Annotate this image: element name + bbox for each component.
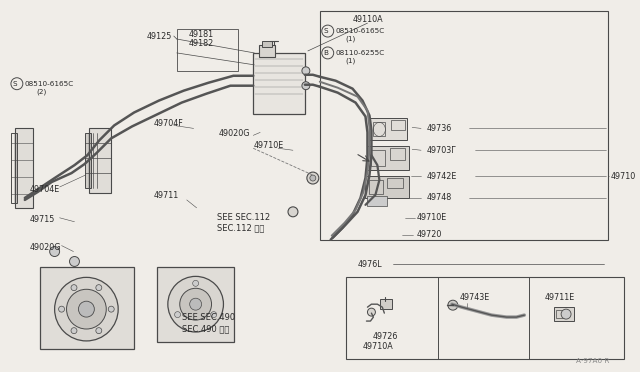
Circle shape bbox=[50, 247, 60, 257]
Text: 49182: 49182 bbox=[189, 39, 214, 48]
Bar bbox=[373, 122, 385, 137]
Text: 49711: 49711 bbox=[154, 192, 179, 201]
Bar bbox=[11, 134, 17, 203]
Circle shape bbox=[322, 47, 333, 59]
Text: 49726: 49726 bbox=[372, 333, 398, 341]
Circle shape bbox=[71, 285, 77, 291]
Bar bbox=[369, 118, 407, 140]
Text: 49020G: 49020G bbox=[218, 129, 250, 138]
Text: 49710E: 49710E bbox=[417, 213, 447, 222]
Circle shape bbox=[189, 298, 202, 310]
Bar bbox=[320, 11, 608, 240]
Circle shape bbox=[59, 306, 65, 312]
Text: 08510-6165C: 08510-6165C bbox=[25, 81, 74, 87]
Bar bbox=[253, 53, 305, 115]
Text: 08110-6255C: 08110-6255C bbox=[335, 50, 385, 56]
Bar bbox=[157, 267, 234, 342]
Bar bbox=[40, 267, 134, 349]
Text: 49743E: 49743E bbox=[460, 293, 490, 302]
Bar bbox=[15, 128, 33, 208]
Bar bbox=[556, 310, 564, 318]
Text: SEE SEC.112: SEE SEC.112 bbox=[216, 213, 269, 222]
Bar bbox=[369, 180, 383, 194]
Bar bbox=[380, 299, 392, 309]
Circle shape bbox=[11, 78, 23, 90]
Text: 49742E: 49742E bbox=[427, 171, 458, 180]
Circle shape bbox=[96, 285, 102, 291]
Bar bbox=[367, 146, 409, 170]
Bar bbox=[365, 176, 409, 198]
Text: SEC.490 参照: SEC.490 参照 bbox=[182, 324, 229, 334]
Circle shape bbox=[175, 312, 180, 318]
Text: 49711E: 49711E bbox=[544, 293, 575, 302]
Bar bbox=[554, 307, 574, 321]
Text: 49720: 49720 bbox=[417, 230, 442, 239]
Circle shape bbox=[193, 280, 198, 286]
Circle shape bbox=[71, 328, 77, 334]
Bar bbox=[90, 128, 111, 193]
Text: 49110A: 49110A bbox=[353, 15, 383, 24]
Text: 49748: 49748 bbox=[427, 193, 452, 202]
Bar bbox=[262, 41, 272, 47]
Circle shape bbox=[180, 288, 212, 320]
Circle shape bbox=[367, 308, 376, 316]
Circle shape bbox=[211, 312, 217, 318]
Bar bbox=[85, 134, 92, 188]
Circle shape bbox=[302, 82, 310, 90]
Text: S: S bbox=[323, 28, 328, 34]
Bar bbox=[390, 148, 405, 160]
Text: (2): (2) bbox=[36, 89, 47, 95]
Circle shape bbox=[322, 25, 333, 37]
Circle shape bbox=[70, 257, 79, 266]
Circle shape bbox=[307, 172, 319, 184]
Text: (1): (1) bbox=[346, 36, 356, 42]
Text: 49736: 49736 bbox=[427, 124, 452, 133]
Bar bbox=[346, 278, 624, 359]
Text: 49710A: 49710A bbox=[362, 342, 393, 352]
Text: 49181: 49181 bbox=[189, 29, 214, 39]
Bar bbox=[387, 178, 403, 188]
Bar bbox=[259, 45, 275, 57]
Text: 49710E: 49710E bbox=[253, 141, 284, 150]
Circle shape bbox=[310, 175, 316, 181]
Text: 49704F: 49704F bbox=[154, 119, 184, 128]
Bar bbox=[177, 29, 238, 71]
Circle shape bbox=[561, 309, 571, 319]
Text: (1): (1) bbox=[346, 58, 356, 64]
Bar bbox=[391, 121, 405, 130]
Circle shape bbox=[96, 328, 102, 334]
Circle shape bbox=[448, 300, 458, 310]
Circle shape bbox=[108, 306, 114, 312]
Circle shape bbox=[302, 67, 310, 75]
Circle shape bbox=[79, 301, 94, 317]
Text: 49710: 49710 bbox=[611, 171, 636, 180]
Circle shape bbox=[288, 207, 298, 217]
Text: 49715: 49715 bbox=[30, 215, 55, 224]
Text: A·97A0 R: A·97A0 R bbox=[576, 358, 609, 364]
Text: S: S bbox=[13, 81, 17, 87]
Text: 49125: 49125 bbox=[147, 32, 172, 41]
Text: SEE SEC.490: SEE SEC.490 bbox=[182, 312, 235, 321]
Text: 49703Γ: 49703Γ bbox=[427, 146, 457, 155]
Bar bbox=[371, 150, 385, 166]
Circle shape bbox=[67, 289, 106, 329]
Text: SEC.112 参照: SEC.112 参照 bbox=[216, 223, 264, 232]
Circle shape bbox=[54, 278, 118, 341]
Bar bbox=[367, 196, 387, 206]
Text: 4976L: 4976L bbox=[358, 260, 382, 269]
Text: B: B bbox=[323, 50, 328, 56]
Text: 08510-6165C: 08510-6165C bbox=[335, 28, 385, 34]
Circle shape bbox=[168, 276, 223, 332]
Text: 49704E: 49704E bbox=[30, 186, 60, 195]
Text: 49020G: 49020G bbox=[30, 243, 61, 252]
